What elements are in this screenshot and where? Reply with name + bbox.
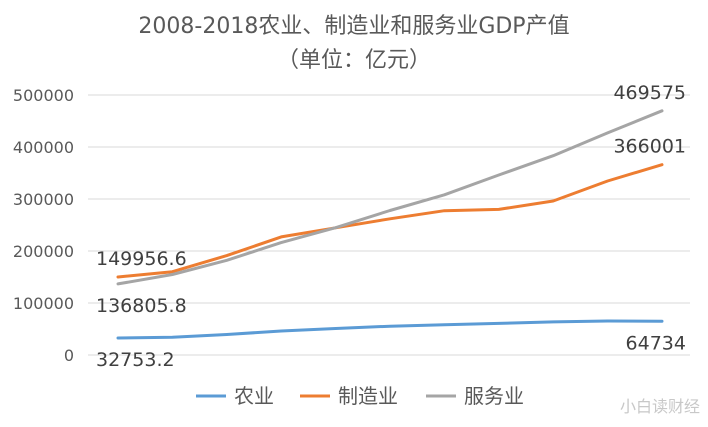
- data-point-2-9: [606, 132, 608, 134]
- data-point-0-7: [498, 322, 500, 324]
- data-point-0-6: [443, 323, 445, 325]
- data-point-0-5: [389, 325, 391, 327]
- data-point-0-2: [226, 333, 228, 335]
- data-label-4: 366001: [613, 136, 686, 158]
- y-tick-label-0: 0: [64, 346, 74, 365]
- data-point-2-10: [661, 110, 663, 112]
- chart-subtitle: （单位：亿元）: [276, 48, 431, 73]
- data-point-1-0: [117, 276, 119, 278]
- data-point-1-6: [443, 209, 445, 211]
- data-point-2-8: [552, 154, 554, 156]
- data-point-1-10: [661, 163, 663, 165]
- data-point-0-1: [171, 336, 173, 338]
- y-tick-label-2: 200000: [13, 242, 74, 261]
- data-point-0-8: [552, 321, 554, 323]
- watermark: 小白读财经: [619, 397, 700, 416]
- data-point-0-9: [606, 320, 608, 322]
- series-line-0: [116, 319, 664, 340]
- data-point-1-7: [498, 208, 500, 210]
- data-point-2-1: [171, 273, 173, 275]
- data-label-3: 469575: [613, 82, 686, 104]
- data-point-0-10: [661, 320, 663, 322]
- data-point-2-5: [389, 209, 391, 211]
- data-label-0: 149956.6: [96, 248, 187, 270]
- data-label-1: 136805.8: [96, 295, 187, 317]
- legend-label-1: 制造业: [338, 384, 398, 408]
- series-line-1: [116, 163, 664, 279]
- data-point-2-4: [334, 226, 336, 228]
- data-point-2-2: [226, 259, 228, 261]
- y-tick-label-1: 100000: [13, 294, 74, 313]
- chart-title: 2008-2018农业、制造业和服务业GDP产值: [138, 14, 570, 39]
- data-point-1-3: [280, 236, 282, 238]
- data-label-5: 64734: [626, 332, 686, 354]
- data-point-0-4: [334, 327, 336, 329]
- data-point-1-1: [171, 271, 173, 273]
- data-point-2-6: [443, 194, 445, 196]
- y-tick-label-3: 300000: [13, 190, 74, 209]
- series-line-2: [116, 109, 664, 286]
- data-point-2-0: [117, 283, 119, 285]
- data-point-2-3: [280, 241, 282, 243]
- data-label-2: 32753.2: [96, 349, 175, 371]
- y-tick-label-4: 400000: [13, 138, 74, 157]
- data-point-0-3: [280, 330, 282, 332]
- data-point-1-8: [552, 200, 554, 202]
- y-tick-label-5: 500000: [13, 86, 74, 105]
- data-point-0-0: [117, 337, 119, 339]
- data-point-1-5: [389, 218, 391, 220]
- legend-label-0: 农业: [234, 384, 274, 408]
- data-point-1-9: [606, 180, 608, 182]
- legend-label-2: 服务业: [464, 384, 524, 408]
- data-point-1-2: [226, 254, 228, 256]
- data-point-2-7: [498, 174, 500, 176]
